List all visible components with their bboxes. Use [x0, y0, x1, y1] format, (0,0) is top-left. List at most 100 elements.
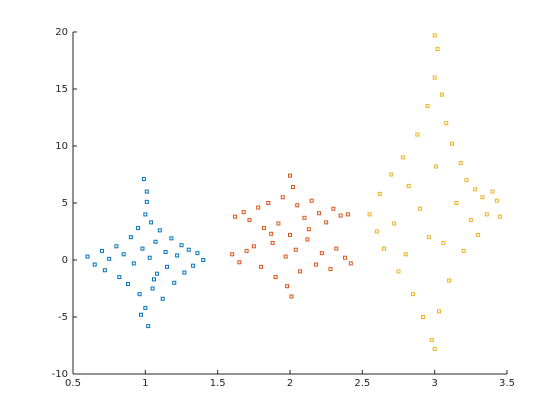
point: [374, 229, 379, 234]
point: [256, 205, 261, 210]
point: [195, 251, 200, 256]
point: [141, 177, 146, 182]
point: [468, 218, 473, 223]
point: [454, 201, 459, 205]
point: [137, 292, 142, 297]
point: [319, 251, 324, 256]
y-tick-label: -5: [58, 312, 68, 323]
y-tick-label: 15: [55, 84, 68, 95]
point: [464, 178, 469, 183]
point: [147, 255, 152, 260]
point: [266, 201, 271, 205]
point: [269, 231, 274, 236]
point: [131, 261, 136, 266]
point: [421, 315, 426, 319]
point: [306, 227, 311, 232]
point: [182, 270, 187, 275]
point: [165, 264, 170, 269]
point: [432, 75, 437, 80]
point: [494, 198, 499, 203]
point: [458, 161, 463, 166]
point: [201, 258, 206, 262]
point: [179, 243, 184, 248]
point: [290, 185, 295, 190]
point: [426, 235, 431, 240]
point: [273, 275, 278, 280]
point: [146, 324, 151, 329]
point: [153, 239, 158, 244]
point: [305, 237, 310, 242]
point: [230, 252, 235, 257]
point: [117, 275, 122, 280]
point: [484, 212, 489, 217]
point: [136, 226, 141, 231]
point: [328, 267, 333, 272]
point: [152, 277, 157, 282]
point: [261, 226, 266, 231]
x-tick-label: 1.5: [210, 378, 226, 389]
point: [259, 264, 264, 269]
x-tick-label: 1: [142, 378, 148, 389]
point: [283, 254, 288, 259]
point: [418, 206, 423, 211]
point: [406, 183, 411, 188]
point: [382, 246, 387, 251]
point: [144, 189, 149, 194]
point: [285, 284, 290, 289]
point: [429, 337, 434, 342]
point: [434, 164, 439, 169]
point: [244, 248, 249, 253]
point: [125, 281, 130, 286]
point: [461, 248, 466, 253]
point: [400, 155, 405, 160]
point: [241, 210, 246, 215]
point: [128, 235, 133, 240]
point: [444, 121, 449, 126]
point: [450, 141, 455, 146]
point: [415, 132, 420, 137]
point: [102, 268, 107, 273]
point: [276, 221, 281, 226]
point: [437, 309, 442, 314]
point: [324, 220, 329, 225]
point: [107, 256, 112, 261]
point: [345, 212, 350, 217]
point: [497, 214, 502, 219]
x-tick-label: 2: [287, 378, 293, 389]
point: [425, 104, 430, 109]
point: [316, 211, 321, 216]
y-tick-label: -10: [52, 369, 68, 380]
point: [473, 187, 478, 192]
point: [175, 253, 180, 258]
point: [144, 199, 149, 204]
point: [389, 172, 394, 177]
point: [410, 292, 415, 297]
point: [432, 33, 437, 38]
point: [138, 312, 143, 317]
point: [85, 254, 90, 259]
y-tick-label: 10: [55, 141, 68, 152]
point: [149, 220, 154, 225]
y-tick-label: 5: [62, 198, 68, 209]
point: [447, 278, 452, 283]
point: [309, 198, 314, 203]
point: [403, 252, 408, 257]
point: [169, 236, 174, 241]
point: [314, 262, 319, 267]
point: [92, 262, 97, 267]
point: [121, 252, 126, 257]
point: [288, 173, 292, 178]
point: [348, 261, 353, 266]
point: [480, 195, 485, 200]
point: [247, 218, 252, 223]
point: [396, 269, 401, 274]
point: [289, 294, 294, 299]
point: [157, 228, 162, 233]
point: [114, 244, 119, 249]
point: [302, 215, 307, 220]
point: [367, 212, 372, 217]
x-tick-label: 0.5: [65, 378, 81, 389]
point: [298, 269, 303, 274]
